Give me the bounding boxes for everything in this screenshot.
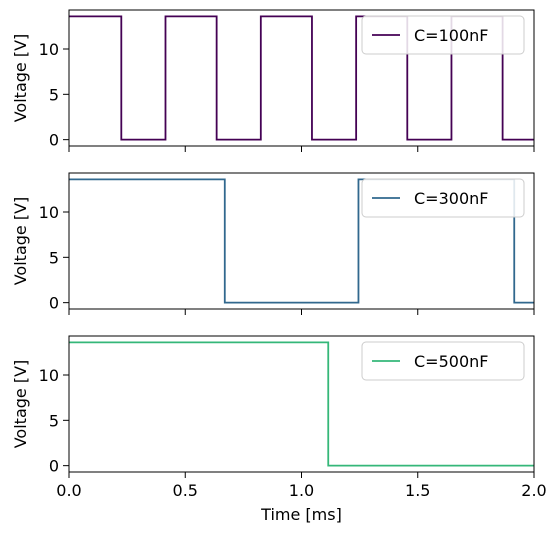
x-axis-label: Time [ms] xyxy=(260,505,342,524)
axes-frame xyxy=(68,9,535,147)
axes-frame xyxy=(68,172,535,310)
panel-3: 0 5 10 0.0 0.5 1.0 1.5 2.0 Voltage [V] Time [ms] C… xyxy=(11,335,547,524)
legend-box xyxy=(361,341,525,381)
legend: C=500nF xyxy=(361,341,525,381)
panel-1: 0 5 10 Voltage [V] C=100nF xyxy=(11,9,535,152)
legend-label: C=100nF xyxy=(414,26,488,45)
legend-box xyxy=(361,178,525,218)
legend-label: C=500nF xyxy=(414,352,488,371)
series-line-1 xyxy=(69,178,534,304)
y-axis-label: Voltage [V] xyxy=(11,197,30,286)
y-tick-label: 0 xyxy=(49,457,59,476)
series-line-1 xyxy=(69,341,534,467)
y-axis-label: Voltage [V] xyxy=(11,34,30,123)
axes-frame xyxy=(68,335,535,473)
x-tick-label: 0.0 xyxy=(56,481,81,500)
x-tick-label: 0.5 xyxy=(173,481,198,500)
legend: C=300nF xyxy=(361,178,525,218)
y-axis-label: Voltage [V] xyxy=(11,360,30,449)
y-tick-label: 10 xyxy=(39,203,59,222)
x-tick-label: 2.0 xyxy=(521,481,546,500)
y-tick-label: 5 xyxy=(49,411,59,430)
x-tick-label: 1.0 xyxy=(289,481,314,500)
x-tick-label: 1.5 xyxy=(405,481,430,500)
y-tick-label: 10 xyxy=(39,40,59,59)
y-tick-label: 0 xyxy=(49,294,59,313)
legend: C=100nF xyxy=(361,15,525,55)
y-tick-label: 0 xyxy=(49,131,59,150)
y-tick-label: 10 xyxy=(39,366,59,385)
y-tick-label: 5 xyxy=(49,248,59,267)
panel-2: 0 5 10 Voltage [V] C=300nF xyxy=(11,172,535,315)
y-tick-label: 5 xyxy=(49,85,59,104)
legend-label: C=300nF xyxy=(414,189,488,208)
legend-box xyxy=(361,15,525,55)
